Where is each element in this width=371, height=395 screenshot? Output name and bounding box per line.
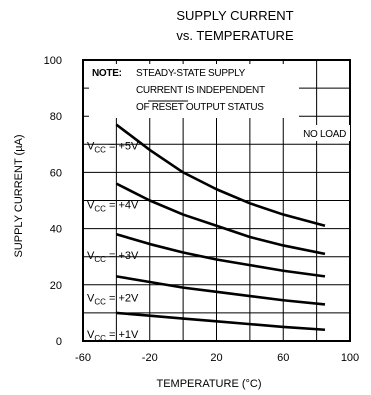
series-labels: VCC = +5V VCC = +4V VCC = +3V VCC = +2V VCC … (87, 141, 139, 343)
chart-title-line1: SUPPLY CURRENT (176, 8, 293, 23)
series-line-1 (115, 123, 326, 228)
x-tick-label: -20 (142, 352, 158, 364)
y-tick-label: 100 (44, 55, 62, 67)
y-tick-labels: 0 20 40 60 80 100 (44, 55, 62, 348)
series-line-4 (116, 275, 326, 306)
series-line-5 (116, 311, 326, 332)
y-axis-label: SUPPLY CURRENT (µA) (13, 134, 25, 257)
note-line-2: CURRENT IS INDEPENDENT (136, 85, 265, 96)
no-load-background (298, 125, 350, 141)
note-line-1: STEADY-STATE SUPPLY (136, 68, 246, 79)
y-tick-label: 0 (56, 336, 62, 348)
plot-frame (82, 59, 351, 342)
series-lines (115, 123, 326, 332)
y-tick-label: 80 (50, 111, 62, 123)
y-tick-label: 40 (50, 224, 62, 236)
series-label-3: VCC = +3V (87, 250, 139, 264)
chart-title-line2: vs. TEMPERATURE (176, 28, 294, 43)
note-line-3: OF RESET OUTPUT STATUS (136, 102, 264, 113)
y-tick-label: 60 (50, 167, 62, 179)
x-axis-label: TEMPERATURE (°C) (156, 378, 261, 390)
note-label: NOTE: (92, 68, 122, 79)
x-tick-label: 60 (277, 352, 289, 364)
series-label-5: VCC = +1V (87, 329, 139, 343)
x-tick-label: -60 (75, 352, 91, 364)
series-line-3 (116, 232, 326, 278)
x-tick-label: 100 (341, 352, 359, 364)
series-line-2 (115, 182, 326, 256)
series-label-1: VCC = +5V (87, 141, 139, 155)
x-tick-labels: -60 -20 20 60 100 (75, 352, 359, 364)
no-load-label: NO LOAD (303, 129, 346, 140)
series-label-2: VCC = +4V (87, 200, 139, 214)
x-tick-label: 20 (210, 352, 222, 364)
series-label-4: VCC = +2V (87, 292, 139, 306)
note-background (89, 64, 299, 118)
y-tick-label: 20 (50, 280, 62, 292)
